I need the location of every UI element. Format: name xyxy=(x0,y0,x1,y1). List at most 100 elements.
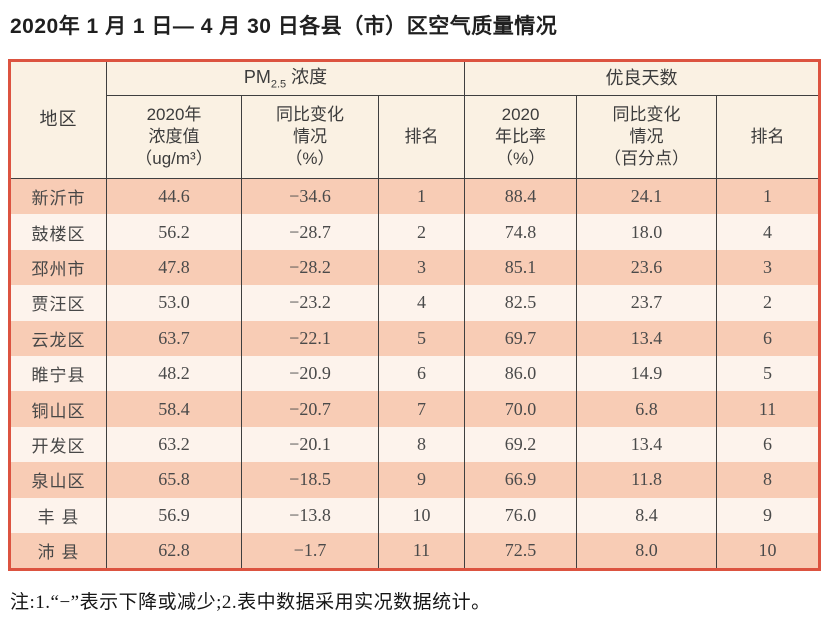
header-pm-change: 同比变化 情况 （%） xyxy=(241,95,379,179)
pm-change-cell: −34.6 xyxy=(241,178,379,215)
table-row: 泉山区 65.8 −18.5 9 66.9 11.8 8 xyxy=(9,462,821,498)
header-group-pm25: PM2.5 浓度 xyxy=(105,60,466,96)
pm-value-cell: 62.8 xyxy=(106,532,242,570)
header-good-rank: 排名 xyxy=(716,95,821,179)
footnote: 注:1.“−”表示下降或减少;2.表中数据采用实况数据统计。 xyxy=(10,592,491,614)
table-row: 睢宁县 48.2 −20.9 6 86.0 14.9 5 xyxy=(9,355,821,392)
good-change-cell: 8.0 xyxy=(576,532,718,570)
pm25-subscript: 2.5 xyxy=(270,78,287,91)
good-rate-cell: 69.2 xyxy=(464,426,578,463)
good-rank-cell: 5 xyxy=(716,355,821,392)
pm25-suffix: 浓度 xyxy=(286,66,328,87)
pm-value-cell: 65.8 xyxy=(106,462,242,498)
good-change-cell: 23.7 xyxy=(576,285,718,321)
pm-rank-cell: 4 xyxy=(377,285,466,321)
good-rank-cell: 6 xyxy=(716,426,821,463)
pm-rank-cell: 1 xyxy=(377,178,466,215)
good-change-cell: 18.0 xyxy=(576,214,718,250)
good-rank-cell: 9 xyxy=(716,497,821,533)
sub-header-row: 2020年 浓度值 （ug/m³） 同比变化 情况 （%） 排名 2020 年比… xyxy=(10,95,821,179)
region-cell: 开发区 xyxy=(9,426,107,463)
pm-change-cell: −23.2 xyxy=(241,285,379,321)
table-row: 云龙区 63.7 −22.1 5 69.7 13.4 6 xyxy=(9,320,821,356)
good-rate-cell: 76.0 xyxy=(464,497,578,533)
region-cell: 新沂市 xyxy=(9,178,107,215)
table-row: 邳州市 47.8 −28.2 3 85.1 23.6 3 xyxy=(9,249,821,286)
header-pm-rank: 排名 xyxy=(377,95,466,179)
good-rank-cell: 1 xyxy=(716,178,821,215)
good-rate-cell: 74.8 xyxy=(464,214,578,250)
good-rate-cell: 88.4 xyxy=(464,178,578,215)
table-row: 丰 县 56.9 −13.8 10 76.0 8.4 9 xyxy=(9,497,821,533)
pm-value-cell: 58.4 xyxy=(106,391,242,427)
page-title: 2020年 1 月 1 日— 4 月 30 日各县（市）区空气质量情况 xyxy=(10,15,558,38)
table-row: 沛 县 62.8 −1.7 11 72.5 8.0 10 xyxy=(9,532,821,570)
pm-change-cell: −22.1 xyxy=(241,320,379,356)
header-region: 地区 xyxy=(9,60,107,179)
pm-value-cell: 53.0 xyxy=(106,285,242,321)
region-cell: 云龙区 xyxy=(9,320,107,356)
pm-value-cell: 44.6 xyxy=(106,178,242,215)
good-rate-cell: 86.0 xyxy=(464,355,578,392)
pm-value-cell: 48.2 xyxy=(106,355,242,392)
pm25-prefix: PM xyxy=(243,66,271,87)
pm-rank-cell: 8 xyxy=(377,426,466,463)
good-rate-cell: 69.7 xyxy=(464,320,578,356)
pm-change-cell: −28.2 xyxy=(241,249,379,286)
good-change-cell: 13.4 xyxy=(576,426,718,463)
pm-value-cell: 56.9 xyxy=(106,497,242,533)
good-rate-cell: 72.5 xyxy=(464,532,578,570)
good-rank-cell: 3 xyxy=(716,249,821,286)
region-cell: 鼓楼区 xyxy=(9,214,107,250)
region-cell: 睢宁县 xyxy=(9,355,107,392)
good-rate-cell: 85.1 xyxy=(464,249,578,286)
pm-change-cell: −28.7 xyxy=(241,214,379,250)
table-header: 地区 PM2.5 浓度 优良天数 2020年 浓度值 （ug/m³） 同比变化 … xyxy=(9,60,821,179)
pm-value-cell: 63.2 xyxy=(106,426,242,463)
pm-change-cell: −20.7 xyxy=(241,391,379,427)
region-cell: 铜山区 xyxy=(9,391,107,427)
pm-rank-cell: 5 xyxy=(377,320,466,356)
pm-rank-cell: 10 xyxy=(377,497,466,533)
table-row: 贾汪区 53.0 −23.2 4 82.5 23.7 2 xyxy=(9,285,821,321)
region-cell: 贾汪区 xyxy=(9,285,107,321)
pm-change-cell: −20.9 xyxy=(241,355,379,392)
table-row: 铜山区 58.4 −20.7 7 70.0 6.8 11 xyxy=(9,391,821,427)
pm-rank-cell: 9 xyxy=(377,462,466,498)
good-rank-cell: 6 xyxy=(716,320,821,356)
pm25-label: PM2.5 浓度 xyxy=(243,66,328,91)
good-change-cell: 8.4 xyxy=(576,497,718,533)
pm-rank-cell: 7 xyxy=(377,391,466,427)
header-group-good-days: 优良天数 xyxy=(464,60,821,96)
region-cell: 邳州市 xyxy=(9,249,107,286)
header-pm-value: 2020年 浓度值 （ug/m³） xyxy=(106,95,242,179)
good-rate-cell: 82.5 xyxy=(464,285,578,321)
pm-change-cell: −18.5 xyxy=(241,462,379,498)
pm-rank-cell: 6 xyxy=(377,355,466,392)
header-good-change: 同比变化 情况 （百分点） xyxy=(576,95,718,179)
good-rank-cell: 8 xyxy=(716,462,821,498)
table-body: 新沂市 44.6 −34.6 1 88.4 24.1 1 鼓楼区 56.2 −2… xyxy=(9,178,821,570)
region-cell: 丰 县 xyxy=(9,497,107,533)
pm-value-cell: 47.8 xyxy=(106,249,242,286)
good-rank-cell: 2 xyxy=(716,285,821,321)
good-rank-cell: 11 xyxy=(716,391,821,427)
good-rate-cell: 70.0 xyxy=(464,391,578,427)
good-change-cell: 14.9 xyxy=(576,355,718,392)
pm-change-cell: −20.1 xyxy=(241,426,379,463)
good-change-cell: 11.8 xyxy=(576,462,718,498)
pm-rank-cell: 11 xyxy=(377,532,466,570)
good-change-cell: 23.6 xyxy=(576,249,718,286)
region-cell: 泉山区 xyxy=(9,462,107,498)
pm-value-cell: 63.7 xyxy=(106,320,242,356)
good-rate-cell: 66.9 xyxy=(464,462,578,498)
group-header-row: 地区 PM2.5 浓度 优良天数 xyxy=(9,60,821,179)
good-change-cell: 24.1 xyxy=(576,178,718,215)
header-good-rate: 2020 年比率 （%） xyxy=(464,95,578,179)
pm-value-cell: 56.2 xyxy=(106,214,242,250)
table-row: 新沂市 44.6 −34.6 1 88.4 24.1 1 xyxy=(9,178,821,215)
good-change-cell: 6.8 xyxy=(576,391,718,427)
air-quality-table: 地区 PM2.5 浓度 优良天数 2020年 浓度值 （ug/m³） 同比变化 … xyxy=(8,59,822,572)
pm-rank-cell: 3 xyxy=(377,249,466,286)
